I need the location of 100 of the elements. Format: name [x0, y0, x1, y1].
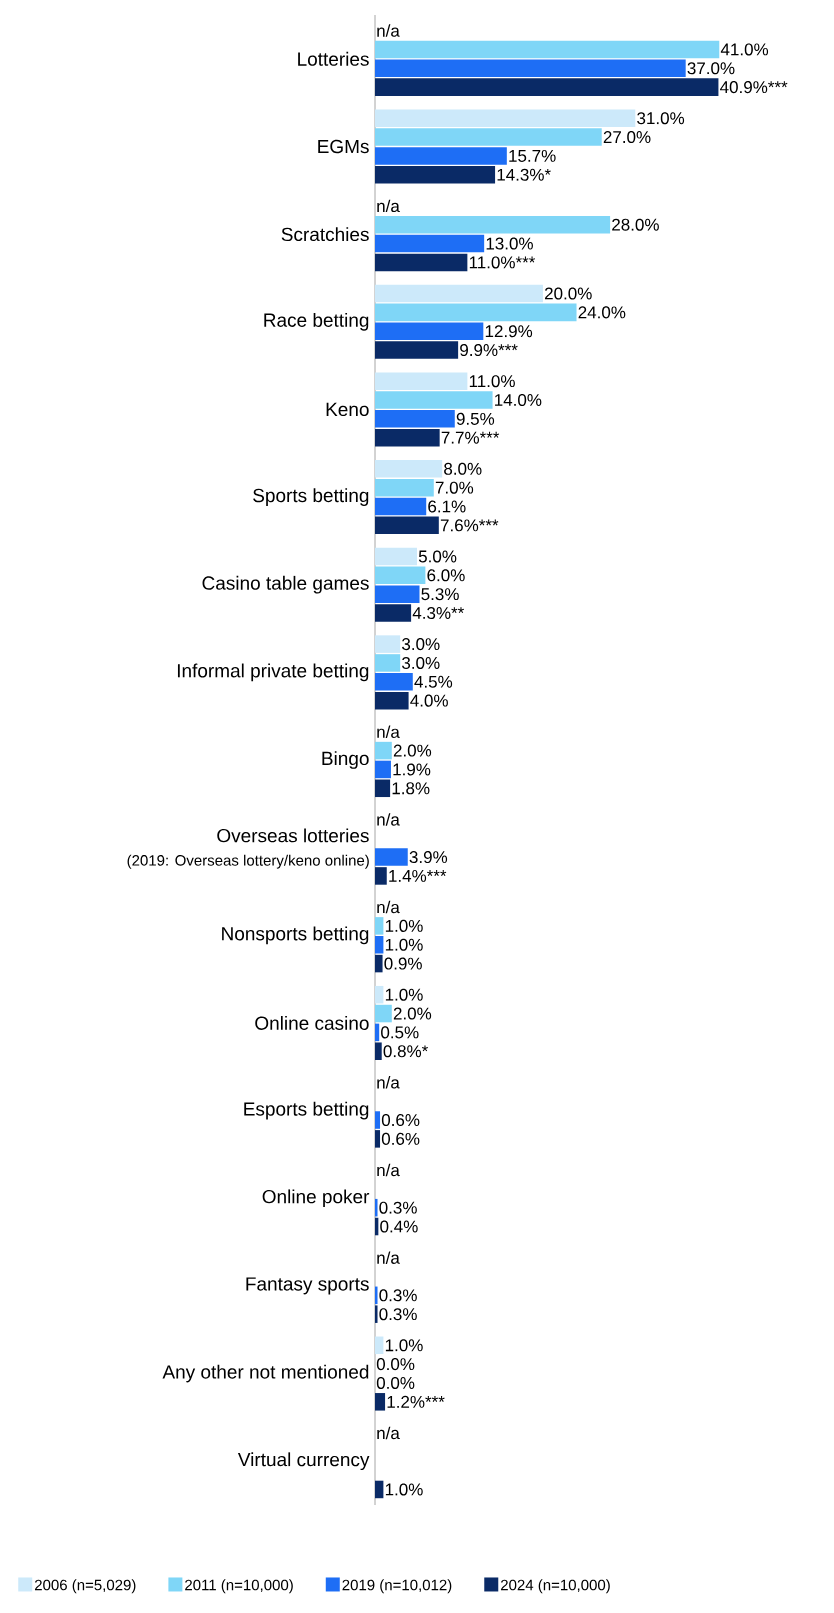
y-tick-label: EGMs [318, 139, 369, 154]
data-label: 14.3%* [497, 168, 551, 181]
data-label: 1.0% [385, 938, 423, 951]
legend-label: 2024 (n=10,000) [501, 1579, 610, 1594]
bar [375, 1305, 378, 1323]
bar [375, 635, 401, 653]
data-label: 4.3%** [412, 606, 465, 620]
data-label: 2.0% [393, 744, 432, 757]
data-label: 6.1% [428, 500, 466, 513]
y-tick-label: Nonsports betting [222, 926, 369, 945]
text: n/a [377, 199, 400, 213]
y-tick-label: Esports betting [244, 1101, 369, 1120]
data-label: 1.4%*** [389, 869, 447, 882]
bar [375, 741, 392, 760]
bar [375, 760, 391, 779]
data-label: 3.0% [402, 638, 440, 651]
bar [375, 78, 719, 96]
bar [375, 460, 443, 478]
bar [375, 428, 440, 447]
data-label: 37.0% [687, 62, 735, 75]
legend-label: 2011 (n=10,000) [185, 1579, 293, 1594]
data-label: 1.0% [385, 919, 423, 932]
bar [375, 372, 468, 390]
y-tick-label: Informal private betting [177, 663, 369, 682]
data-label: 0.3% [379, 1289, 417, 1302]
y-tick-label: Any other not mentioned [162, 1364, 369, 1383]
data-label: 6.0% [427, 569, 465, 582]
data-label: 41.0% [720, 43, 769, 56]
bar [375, 1042, 382, 1060]
data-label: 8.0% [444, 462, 482, 475]
data-label: 5.3% [421, 588, 459, 601]
data-label: 20.0% [545, 287, 592, 300]
data-label: 3.9% [409, 851, 448, 864]
bar [375, 284, 543, 303]
data-label: 0.4% [380, 1220, 418, 1233]
bar [375, 585, 420, 603]
bar [375, 917, 384, 935]
data-label: 0.3% [379, 1201, 417, 1214]
data-label: 3.0% [402, 656, 440, 669]
bar [375, 128, 602, 146]
data-label: 0.9% [384, 957, 422, 970]
data-label: 11.0% [469, 375, 515, 388]
data-label: 9.9%*** [460, 344, 518, 357]
bar [375, 867, 387, 885]
data-label: 0.5% [381, 1026, 419, 1039]
y-tick-label: Online poker [262, 1189, 370, 1208]
data-label: 40.9%*** [720, 81, 788, 94]
data-label: 1.2%*** [387, 1395, 445, 1408]
data-label: 0.0% [376, 1376, 415, 1389]
bar [375, 322, 484, 340]
bar [375, 391, 493, 409]
data-label: 1.0% [385, 988, 423, 1001]
data-label: 1.0% [385, 1483, 423, 1496]
y-tick-label: Bingo [322, 751, 369, 769]
bar [375, 985, 384, 1004]
y-tick-label: Online casino [255, 1015, 369, 1030]
bar [375, 1393, 386, 1411]
data-label: 0.8%* [383, 1045, 428, 1058]
data-label: 1.0% [385, 1339, 423, 1352]
bar [375, 109, 636, 127]
data-label: 7.7%*** [441, 431, 500, 444]
text: n/a [377, 1076, 400, 1089]
data-label: 11.0%*** [469, 256, 536, 269]
data-label: 31.0% [637, 112, 685, 125]
text: n/a [377, 725, 400, 738]
text: n/a [377, 900, 400, 914]
text: n/a [377, 24, 400, 37]
bar [375, 303, 577, 322]
data-label: 15.7% [509, 149, 556, 162]
data-label: 1.9% [393, 763, 431, 776]
bar [375, 478, 434, 497]
bar [375, 654, 401, 672]
bar [375, 1480, 384, 1499]
bar [375, 40, 720, 59]
data-label: 0.6% [381, 1132, 420, 1145]
data-label: 0.6% [381, 1114, 420, 1127]
data-label: 4.0% [410, 694, 448, 707]
data-label: 7.6%*** [440, 519, 499, 532]
bar [375, 673, 413, 691]
bar [375, 165, 496, 184]
y-tick-label: Race betting [264, 312, 369, 331]
bar [375, 497, 427, 516]
y-tick-label: Scratchies [281, 227, 369, 242]
bar [375, 691, 409, 710]
bar [375, 604, 412, 622]
bar [375, 954, 383, 973]
data-label: 9.5% [456, 412, 495, 425]
data-label: 7.0% [435, 481, 474, 494]
bar [375, 1130, 381, 1148]
data-label: 4.5% [414, 675, 453, 688]
y-tick-label: Overseas lotteries [217, 828, 369, 843]
legend-label: 2006 (n=5,029) [34, 1579, 136, 1594]
data-label: 2.0% [393, 1007, 432, 1020]
data-label: 28.0% [612, 218, 659, 231]
data-label: 24.0% [578, 306, 626, 319]
bar [375, 516, 439, 535]
bar [375, 566, 426, 585]
data-label: 5.0% [418, 550, 457, 563]
data-label: 14.0% [495, 393, 542, 407]
bar [375, 234, 485, 253]
